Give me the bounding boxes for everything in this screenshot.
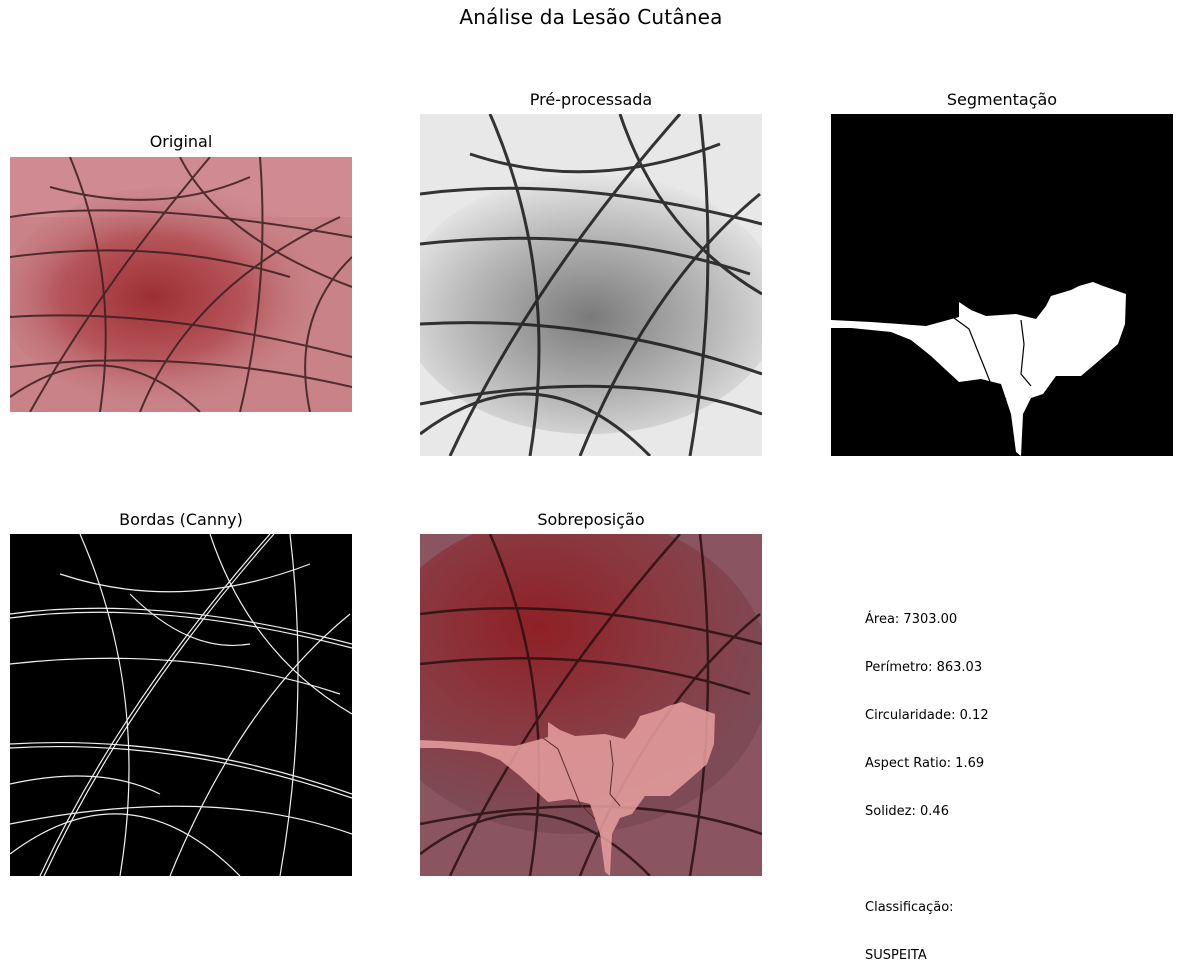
- metric-perimeter: Perímetro: 863.03: [865, 660, 983, 675]
- edges-image: [10, 534, 352, 876]
- panel-title-original: Original: [149, 132, 213, 151]
- metric-area: Área: 7303.00: [865, 612, 958, 627]
- metric-solidity: Solidez: 0.46: [865, 804, 949, 819]
- classification-value: SUSPEITA: [865, 948, 927, 963]
- panel-title-segmentation: Segmentação: [946, 90, 1058, 109]
- original-image: [10, 157, 352, 412]
- figure-title: Análise da Lesão Cutânea: [459, 5, 723, 29]
- overlay-image: [420, 534, 762, 876]
- panel-title-preprocessed: Pré-processada: [529, 90, 653, 109]
- metrics-panel: Área: 7303.00 Perímetro: 863.03 Circular…: [865, 580, 989, 980]
- panel-title-overlay: Sobreposição: [537, 510, 645, 529]
- metrics-spacer: [865, 852, 989, 868]
- preprocessed-image: [420, 114, 762, 456]
- metric-circularity: Circularidade: 0.12: [865, 708, 989, 723]
- segmentation-mask: [831, 114, 1173, 456]
- panel-title-edges: Bordas (Canny): [119, 510, 243, 529]
- metric-aspect-ratio: Aspect Ratio: 1.69: [865, 756, 985, 771]
- classification-label: Classificação:: [865, 900, 954, 915]
